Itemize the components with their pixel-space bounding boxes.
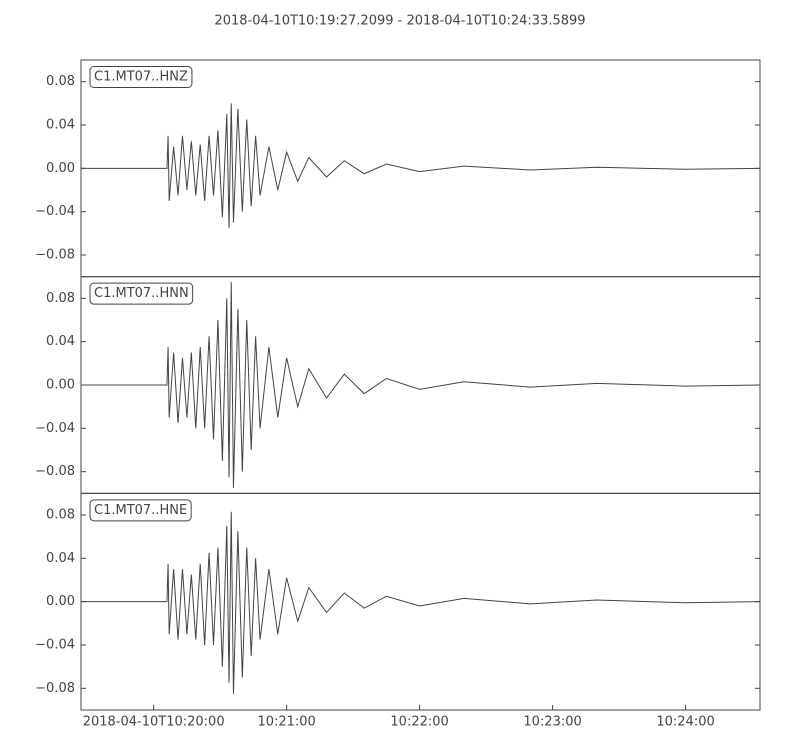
trace-label-box xyxy=(89,499,192,522)
y-tick-label: 0.08 xyxy=(46,508,75,523)
waveform xyxy=(81,103,761,228)
y-tick-label: −0.08 xyxy=(35,681,75,696)
y-tick-label: 0.08 xyxy=(46,74,75,89)
y-tick-label: 0.00 xyxy=(46,594,75,609)
y-tick-label: 0.04 xyxy=(46,551,75,566)
chart-title: 2018-04-10T10:19:27.2099 - 2018-04-10T10… xyxy=(214,14,585,29)
y-tick-label: −0.04 xyxy=(35,204,75,219)
trace-label-box xyxy=(89,282,194,305)
y-tick-label: 0.00 xyxy=(46,161,75,176)
trace-label-box xyxy=(89,66,193,88)
trace-label: C1.MT07..HNE xyxy=(94,503,187,518)
x-tick-label: 10:23:00 xyxy=(523,715,581,730)
y-tick-label: −0.08 xyxy=(35,248,75,263)
waveform xyxy=(81,511,761,694)
y-tick-label: −0.08 xyxy=(35,464,75,479)
x-tick-label: 10:21:00 xyxy=(257,715,315,730)
x-tick-label: 10:22:00 xyxy=(390,715,448,730)
waveform xyxy=(81,282,761,488)
y-tick-label: −0.04 xyxy=(35,421,75,436)
trace-label: C1.MT07..HNN xyxy=(94,286,189,301)
trace-label: C1.MT07..HNZ xyxy=(94,70,188,85)
x-tick-label: 10:24:00 xyxy=(656,715,714,730)
y-tick-label: 0.00 xyxy=(46,378,75,393)
x-tick-label: 2018-04-10T10:20:00 xyxy=(83,715,225,730)
y-tick-label: 0.04 xyxy=(46,334,75,349)
y-tick-label: 0.08 xyxy=(46,291,75,306)
y-tick-label: −0.04 xyxy=(35,638,75,653)
y-tick-label: 0.04 xyxy=(46,118,75,133)
